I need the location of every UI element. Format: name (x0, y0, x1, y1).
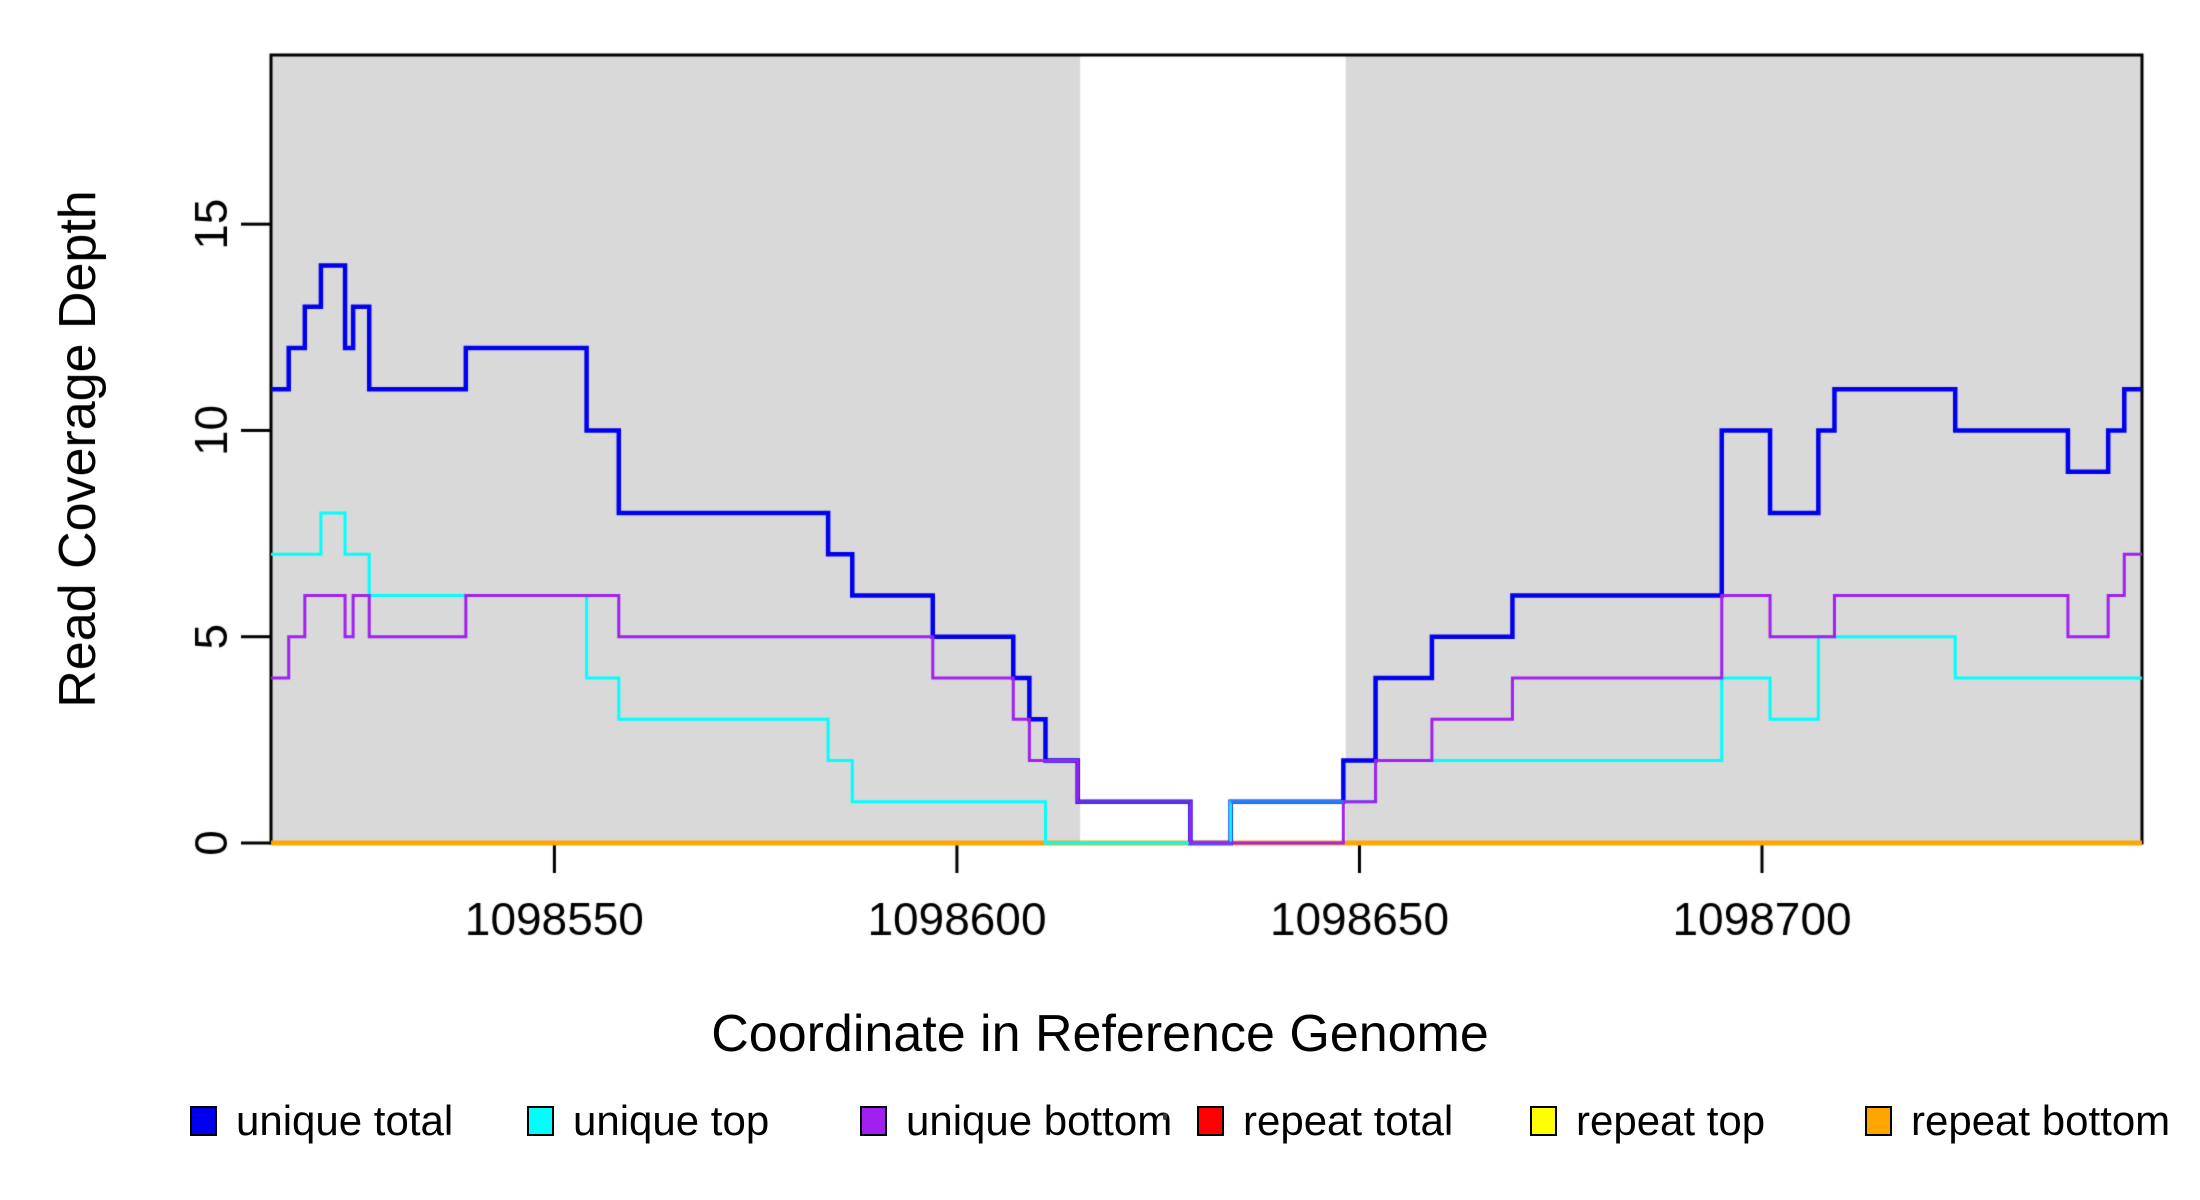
x-axis-label: Coordinate in Reference Genome (711, 1005, 1489, 1063)
y-axis-label: Read Coverage Depth (49, 190, 107, 708)
stray-mark (1163, 1113, 1167, 1120)
